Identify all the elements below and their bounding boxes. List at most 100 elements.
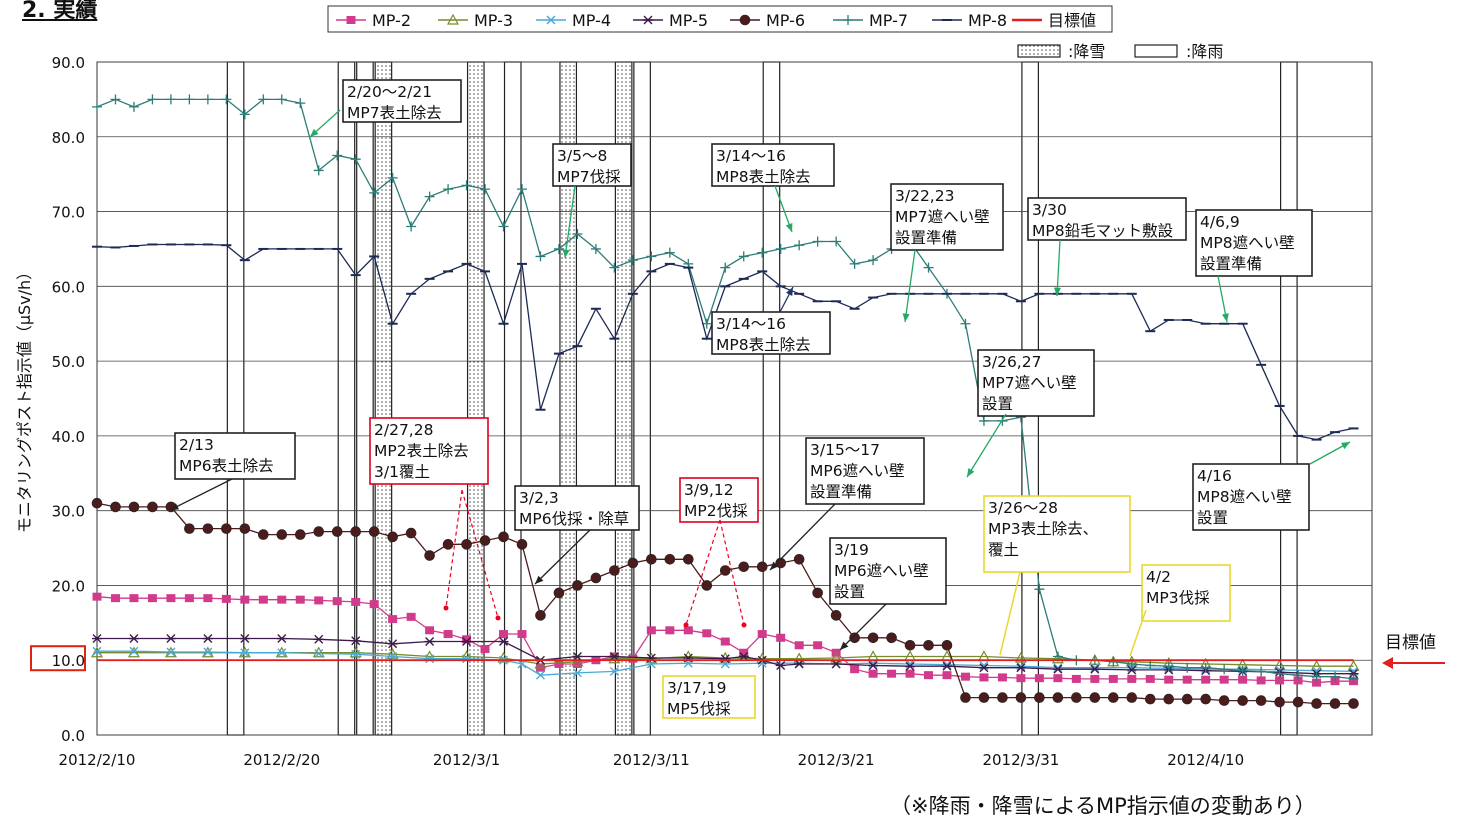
point-mp-2 bbox=[794, 641, 804, 650]
point-mp-6 bbox=[1126, 692, 1138, 703]
point-mp-6 bbox=[442, 539, 454, 550]
annotation-text: 設置準備 bbox=[1200, 255, 1262, 273]
annotation-text: 設置準備 bbox=[895, 229, 957, 247]
point-mp-5 bbox=[92, 634, 102, 644]
annotation-box bbox=[977, 349, 1095, 417]
point-mp-2 bbox=[1053, 674, 1063, 683]
callout-arrowhead bbox=[902, 313, 910, 322]
point-mp-6 bbox=[1329, 698, 1341, 709]
point-mp-6 bbox=[535, 610, 546, 621]
point-mp-6 bbox=[775, 557, 786, 569]
point-mp-7 bbox=[1034, 584, 1045, 595]
point-mp-2 bbox=[905, 669, 915, 678]
callout-arrowhead-red bbox=[443, 605, 449, 611]
point-mp-7 bbox=[128, 101, 139, 112]
point-mp-7 bbox=[868, 255, 879, 266]
callout-arrowhead bbox=[170, 503, 179, 510]
point-mp-2 bbox=[997, 673, 1007, 682]
target-label: 目標値 bbox=[1385, 633, 1436, 653]
point-mp-5 bbox=[1052, 664, 1063, 674]
y-tick-label: 90.0 bbox=[52, 54, 85, 72]
legend-label: 目標値 bbox=[1048, 11, 1096, 30]
point-mp-7 bbox=[239, 109, 250, 120]
callout-arrow bbox=[534, 529, 591, 585]
point-mp-4 bbox=[129, 646, 139, 656]
point-mp-7 bbox=[831, 236, 842, 247]
annotation-text: MP7遮へい壁 bbox=[895, 208, 990, 226]
annotation-text: 2/20～2/21 bbox=[347, 83, 432, 101]
annotation-box bbox=[1195, 209, 1313, 277]
annotation-text: 設置 bbox=[834, 583, 865, 601]
point-mp-7 bbox=[1348, 673, 1359, 684]
section-heading: 2. 実績 bbox=[22, 0, 98, 23]
point-mp-2 bbox=[1034, 674, 1044, 683]
annotation-box bbox=[1027, 197, 1187, 241]
point-mp-7 bbox=[147, 94, 158, 105]
point-mp-6 bbox=[91, 497, 103, 509]
point-mp-5 bbox=[350, 636, 361, 646]
point-mp-5 bbox=[775, 660, 786, 670]
point-mp-2 bbox=[646, 626, 656, 635]
point-mp-5 bbox=[905, 661, 916, 671]
annotation-text: 設置準備 bbox=[810, 483, 872, 501]
point-mp-6 bbox=[941, 639, 953, 651]
annotation-text: 3/9,12 bbox=[684, 481, 734, 499]
point-mp-2 bbox=[314, 596, 324, 605]
callout-arrowhead-red bbox=[495, 615, 501, 621]
point-mp-2 bbox=[942, 671, 952, 680]
annotation-box bbox=[711, 143, 835, 187]
annotation-text: MP6表土除去 bbox=[179, 457, 274, 475]
point-mp-6 bbox=[683, 553, 694, 565]
point-mp-2 bbox=[776, 633, 786, 642]
point-mp-6 bbox=[553, 587, 565, 599]
callout-arrowhead bbox=[1341, 442, 1350, 450]
legend-label: MP-6 bbox=[766, 11, 805, 30]
point-mp-2 bbox=[277, 595, 287, 604]
callout-arrowhead bbox=[786, 287, 793, 296]
point-mp-3 bbox=[830, 651, 843, 663]
point-mp-7 bbox=[443, 184, 454, 195]
point-mp-2 bbox=[258, 595, 268, 604]
point-mp-2 bbox=[1090, 674, 1100, 683]
point-mp-4 bbox=[351, 649, 361, 659]
point-mp-6 bbox=[867, 632, 879, 644]
point-mp-3 bbox=[1051, 652, 1064, 664]
annotation-text: 3/2,3 bbox=[519, 489, 559, 507]
point-mp-2 bbox=[924, 671, 934, 680]
annotation-text: 設置 bbox=[982, 395, 1013, 413]
annotation-text: MP7遮へい壁 bbox=[982, 374, 1077, 392]
point-mp-7 bbox=[498, 221, 509, 232]
point-mp-6 bbox=[1089, 692, 1101, 703]
y-tick-label: 40.0 bbox=[52, 428, 85, 446]
point-mp-6 bbox=[719, 565, 731, 576]
callout-arrowhead bbox=[562, 249, 570, 258]
annotation-text: MP6伐採・除草 bbox=[519, 510, 629, 528]
point-mp-4 bbox=[240, 648, 250, 658]
x-tick-label: 2012/4/10 bbox=[1167, 751, 1244, 769]
point-mp-4 bbox=[277, 648, 287, 658]
point-mp-4 bbox=[1090, 663, 1100, 673]
legend-label: MP-8 bbox=[968, 11, 1007, 30]
point-mp-4 bbox=[1016, 661, 1026, 671]
point-mp-6 bbox=[405, 527, 417, 539]
weather-band-snow bbox=[466, 61, 485, 736]
y-tick-label: 70.0 bbox=[52, 204, 85, 222]
annotation-text: 3/22,23 bbox=[895, 187, 954, 205]
annotation-box bbox=[174, 432, 296, 480]
annotation-text: MP8遮へい壁 bbox=[1197, 488, 1292, 506]
annotation-box bbox=[1192, 463, 1310, 531]
legend-marker bbox=[643, 15, 653, 25]
point-mp-2 bbox=[887, 669, 897, 678]
point-mp-6 bbox=[646, 553, 657, 565]
point-mp-2 bbox=[813, 641, 823, 650]
point-mp-7 bbox=[369, 187, 380, 198]
point-mp-6 bbox=[313, 526, 325, 537]
point-mp-6 bbox=[128, 501, 140, 513]
annotation-text: 設置 bbox=[1197, 509, 1228, 527]
callout-arrow bbox=[564, 185, 576, 259]
annotation-text: 3/14～16 bbox=[716, 147, 786, 165]
annotation-box bbox=[890, 183, 1004, 251]
annotation-box bbox=[829, 537, 947, 605]
point-mp-5 bbox=[720, 654, 731, 664]
weather-band-rain bbox=[1280, 61, 1298, 736]
